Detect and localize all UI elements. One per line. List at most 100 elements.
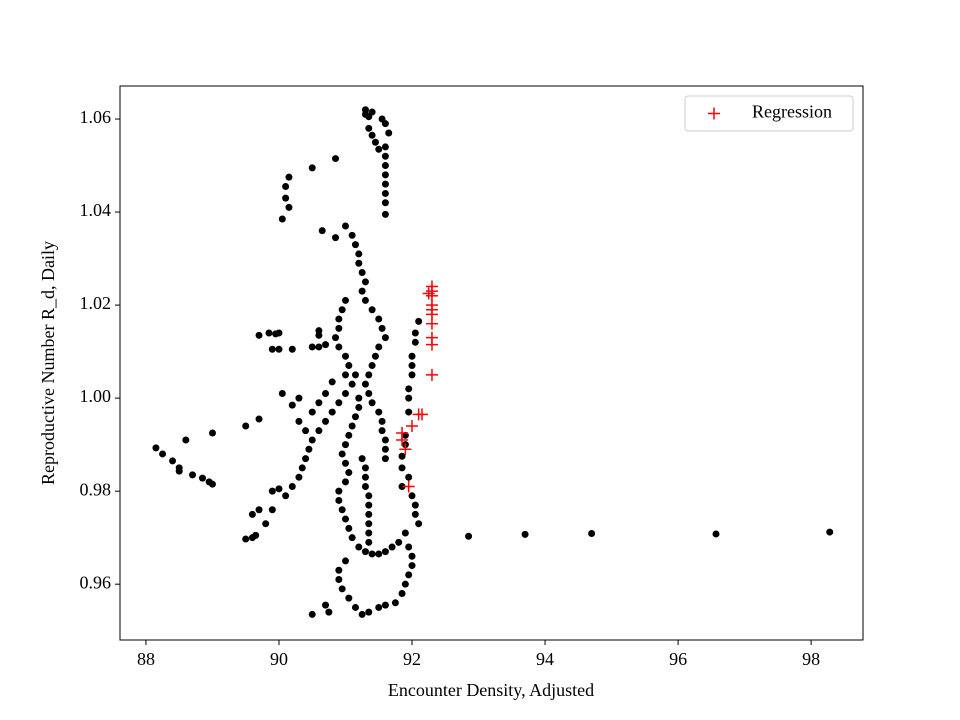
point	[348, 422, 356, 430]
legend-label: Regression	[752, 102, 832, 122]
y-tick-label: 1.02	[80, 293, 112, 313]
x-tick-label: 90	[270, 649, 288, 669]
point	[371, 138, 379, 146]
point	[268, 487, 276, 495]
point	[385, 129, 393, 137]
point	[262, 520, 270, 528]
point	[351, 241, 359, 249]
point	[308, 164, 316, 172]
plot-area	[152, 106, 834, 618]
point	[282, 194, 290, 202]
point	[341, 478, 349, 486]
point	[355, 543, 363, 551]
point	[288, 482, 296, 490]
point	[381, 436, 389, 444]
point	[368, 550, 376, 558]
point	[361, 464, 369, 472]
point	[375, 343, 383, 351]
point	[302, 427, 310, 435]
plus-marker	[422, 287, 435, 300]
plus-marker	[425, 338, 438, 351]
x-axis-label: Encounter Density, Adjusted	[388, 680, 594, 700]
point	[278, 215, 286, 223]
point	[295, 417, 303, 425]
point	[398, 464, 406, 472]
point	[521, 530, 529, 538]
point	[358, 610, 366, 618]
point	[198, 474, 206, 482]
point	[308, 436, 316, 444]
point	[345, 524, 353, 532]
axes-frame	[119, 85, 864, 641]
point	[375, 408, 383, 416]
point	[381, 180, 389, 188]
point	[275, 329, 283, 337]
point	[408, 362, 416, 370]
point	[411, 338, 419, 346]
point	[308, 610, 316, 618]
point	[361, 380, 369, 388]
point	[391, 599, 399, 607]
point	[338, 585, 346, 593]
point	[381, 210, 389, 218]
point	[248, 510, 256, 518]
point	[365, 371, 373, 379]
point	[338, 450, 346, 458]
plus-marker	[415, 408, 428, 421]
point	[355, 259, 363, 267]
point	[332, 334, 340, 342]
point	[242, 535, 250, 543]
point	[381, 162, 389, 170]
point	[308, 343, 316, 351]
point	[365, 529, 373, 537]
point	[341, 557, 349, 565]
point	[381, 143, 389, 151]
point	[345, 594, 353, 602]
x-tick-label: 96	[669, 649, 687, 669]
point	[208, 429, 216, 437]
point	[335, 576, 343, 584]
point	[368, 399, 376, 407]
point	[405, 394, 413, 402]
x-tick-label: 94	[536, 649, 554, 669]
y-tick-label: 1.04	[80, 200, 112, 220]
point	[315, 427, 323, 435]
point	[408, 552, 416, 560]
point	[341, 371, 349, 379]
point	[375, 315, 383, 323]
point	[361, 473, 369, 481]
y-tick-label: 0.98	[80, 479, 112, 499]
point	[169, 457, 177, 465]
point	[365, 608, 373, 616]
point	[361, 296, 369, 304]
point	[408, 352, 416, 360]
point	[328, 378, 336, 386]
point	[335, 496, 343, 504]
point	[255, 506, 263, 514]
point	[325, 608, 333, 616]
point	[322, 417, 330, 425]
point	[335, 399, 343, 407]
point	[315, 343, 323, 351]
point	[345, 469, 353, 477]
point	[365, 124, 373, 132]
point	[252, 531, 260, 539]
y-axis-label: Reproductive Number R_d, Daily	[38, 241, 58, 485]
point	[358, 269, 366, 277]
point	[275, 345, 283, 353]
plus-marker	[425, 317, 438, 330]
point	[401, 529, 409, 537]
point	[365, 389, 373, 397]
point	[395, 538, 403, 546]
point	[348, 231, 356, 239]
point	[341, 352, 349, 360]
point	[308, 408, 316, 416]
point	[588, 529, 596, 537]
legend-entry: Regression	[708, 102, 832, 122]
point	[335, 315, 343, 323]
point	[405, 385, 413, 393]
point	[295, 473, 303, 481]
point	[315, 327, 323, 335]
point	[405, 473, 413, 481]
